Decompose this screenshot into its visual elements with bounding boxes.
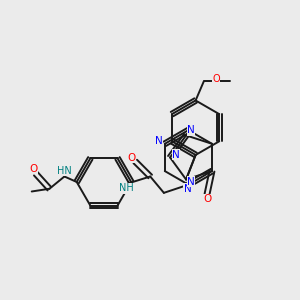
Text: N: N [172,150,180,160]
Text: N: N [184,184,191,194]
Text: N: N [187,177,195,187]
Text: O: O [29,164,38,174]
Text: NH: NH [118,183,133,193]
Text: N: N [187,125,195,135]
Text: O: O [203,194,211,204]
Text: HN: HN [57,166,72,176]
Text: O: O [127,153,135,163]
Text: O: O [212,74,220,84]
Text: N: N [155,136,163,146]
